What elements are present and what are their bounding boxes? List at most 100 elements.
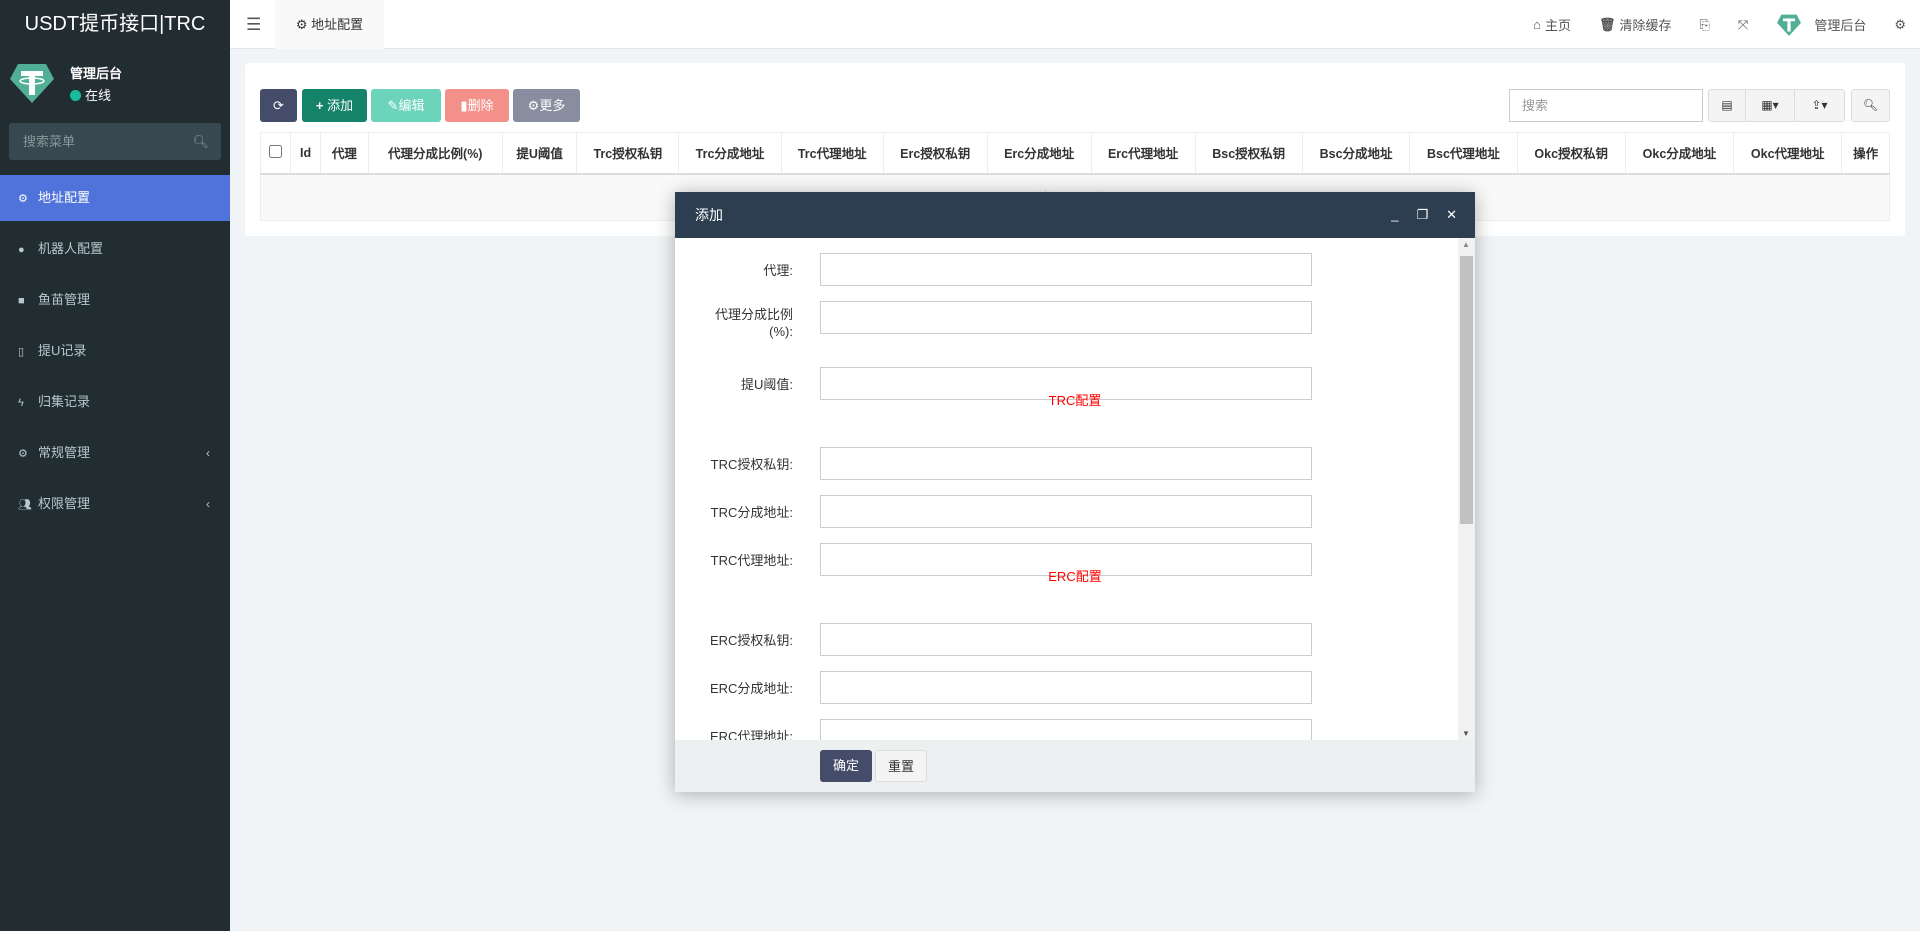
home-icon: ⌂ bbox=[1533, 17, 1541, 32]
tether-logo-icon bbox=[1777, 14, 1802, 36]
sidebar-item-label: 鱼苗管理 bbox=[38, 292, 91, 307]
sidebar-item-robot-config[interactable]: ● 机器人配置 bbox=[0, 226, 230, 272]
scroll-up-icon[interactable]: ▲ bbox=[1462, 240, 1470, 249]
column-header[interactable]: 代理分成比例(%) bbox=[367, 132, 503, 175]
sidebar: USDT提币接口|TRC 管理后台 在线 搜索菜单 🔍︎ ⚙ 地址配置 ● 机器人配置… bbox=[0, 0, 230, 931]
home-link[interactable]: ⌂ 主页 bbox=[1533, 15, 1571, 34]
field-input[interactable] bbox=[820, 367, 1312, 400]
online-dot-icon bbox=[70, 90, 81, 101]
column-header[interactable]: Erc分成地址 bbox=[986, 132, 1092, 175]
clear-cache-link[interactable]: 🗑︎ 清除缓存 bbox=[1599, 15, 1672, 34]
scrollbar-thumb[interactable] bbox=[1460, 256, 1473, 524]
dialog-title: 添加 bbox=[695, 207, 723, 223]
field-input[interactable] bbox=[820, 253, 1312, 286]
top-navbar: ☰ ⚙ 地址配置 ⌂ 主页 🗑︎ 清除缓存 ⎘ ⤧ 管理后台 ⚙ bbox=[230, 0, 1920, 49]
export-dropdown-icon[interactable]: ⇪▾ bbox=[1811, 98, 1828, 112]
column-header[interactable]: 代理 bbox=[320, 132, 369, 175]
users-icon: 👥︎ bbox=[18, 499, 32, 511]
dialog-scrollbar[interactable]: ▲ ▼ bbox=[1458, 238, 1475, 740]
more-label: 更多 bbox=[539, 98, 566, 113]
section-title: TRC配置 bbox=[1048, 393, 1102, 408]
dialog-body: 代理: 代理分成比例(%): 提U阈值: TRC配置 TRC授权私钥: TRC分成地址: T… bbox=[675, 238, 1475, 740]
menu-search-input[interactable]: 搜索菜单 🔍︎ bbox=[9, 123, 221, 160]
select-all-checkbox[interactable] bbox=[260, 132, 291, 175]
trash-icon: 🗑︎ bbox=[1598, 16, 1616, 32]
sidebar-item-permissions[interactable]: 👥︎ 权限管理 ‹ bbox=[0, 481, 230, 527]
column-header[interactable]: Erc代理地址 bbox=[1090, 132, 1196, 175]
field-label: 代理分成比例(%): bbox=[714, 307, 793, 339]
field-input[interactable] bbox=[820, 671, 1312, 704]
field-input[interactable] bbox=[820, 623, 1312, 656]
refresh-icon: ⟳ bbox=[273, 98, 284, 113]
menu-search-placeholder: 搜索菜单 bbox=[23, 134, 76, 149]
column-header[interactable]: Bsc授权私钥 bbox=[1194, 132, 1303, 175]
field-label: ERC分成地址: bbox=[709, 681, 793, 696]
close-icon[interactable]: ✕ bbox=[1446, 207, 1457, 222]
sidebar-item-withdraw-records[interactable]: ▯ 提U记录 bbox=[0, 328, 230, 374]
field-input[interactable] bbox=[820, 543, 1312, 576]
refresh-button[interactable]: ⟳ bbox=[260, 89, 297, 122]
home-label: 主页 bbox=[1544, 18, 1571, 33]
column-header[interactable]: Bsc分成地址 bbox=[1301, 132, 1411, 175]
trash-icon: ▮ bbox=[460, 98, 468, 113]
column-header[interactable]: Okc代理地址 bbox=[1733, 132, 1843, 175]
edit-button[interactable]: ✎编辑 bbox=[371, 89, 441, 122]
sidebar-item-collect-records[interactable]: ϟ 归集记录 bbox=[0, 379, 230, 425]
search-button[interactable]: 🔍︎ bbox=[1851, 89, 1890, 122]
columns-dropdown-icon[interactable]: ▦▾ bbox=[1746, 90, 1795, 121]
field-input[interactable] bbox=[820, 301, 1312, 334]
delete-label: 删除 bbox=[467, 98, 494, 113]
section-title: ERC配置 bbox=[1048, 569, 1102, 584]
delete-button[interactable]: ▮删除 bbox=[445, 89, 509, 122]
admin-menu[interactable]: 管理后台 bbox=[1776, 13, 1866, 37]
settings-cogs-icon[interactable]: ⚙ bbox=[1894, 16, 1906, 32]
tab-address-config[interactable]: ⚙ 地址配置 bbox=[275, 0, 384, 49]
column-header[interactable]: Trc代理地址 bbox=[780, 132, 884, 175]
field-label: 提U阈值: bbox=[740, 377, 793, 392]
gear-icon: ⚙ bbox=[18, 193, 28, 205]
gear-icon: ⚙ bbox=[527, 98, 540, 113]
field-label: TRC授权私钥: bbox=[710, 457, 793, 472]
add-button[interactable]: + 添加 bbox=[302, 89, 367, 122]
gear-icon: ⚙ bbox=[295, 17, 312, 32]
bolt-icon: ϟ bbox=[18, 397, 24, 409]
sidebar-item-label: 权限管理 bbox=[38, 496, 91, 511]
add-dialog: 添加 _ ❐ ✕ 代理: 代理分成比例(%): 提U阈值: TRC配置 TRC授权私钥: TR… bbox=[675, 192, 1475, 792]
search-icon[interactable]: 🔍︎ bbox=[192, 134, 209, 149]
sidebar-item-label: 提U记录 bbox=[38, 343, 87, 358]
language-icon[interactable]: ⎘ bbox=[1699, 16, 1710, 32]
dialog-footer: 确定 重置 bbox=[675, 740, 1475, 792]
sidebar-item-general[interactable]: ⚙ 常规管理 ‹ bbox=[0, 430, 230, 476]
admin-label: 管理后台 bbox=[1814, 18, 1867, 33]
table-search-input[interactable]: 搜索 bbox=[1509, 89, 1703, 122]
reset-button[interactable]: 重置 bbox=[875, 750, 927, 782]
user-name: 管理后台 bbox=[70, 66, 123, 81]
column-header[interactable]: 操作 bbox=[1841, 132, 1890, 175]
sidebar-item-label: 地址配置 bbox=[38, 190, 91, 205]
column-header[interactable]: 提U阈值 bbox=[501, 132, 578, 175]
fullscreen-icon[interactable]: ⤧ bbox=[1737, 16, 1749, 32]
column-header[interactable]: Erc授权私钥 bbox=[882, 132, 988, 175]
tether-avatar-icon bbox=[10, 64, 54, 103]
sidebar-item-address-config[interactable]: ⚙ 地址配置 bbox=[0, 175, 230, 221]
toggle-view-icon[interactable]: ▤ bbox=[1709, 90, 1746, 121]
column-header[interactable]: Id bbox=[289, 132, 322, 175]
confirm-button[interactable]: 确定 bbox=[820, 750, 872, 782]
menu-toggle-icon[interactable]: ☰ bbox=[246, 15, 262, 34]
minimize-icon[interactable]: _ bbox=[1391, 207, 1399, 222]
field-input[interactable] bbox=[820, 495, 1312, 528]
plus-icon: + bbox=[315, 98, 324, 113]
field-input[interactable] bbox=[820, 447, 1312, 480]
sidebar-item-fish-manage[interactable]: ■ 鱼苗管理 bbox=[0, 277, 230, 323]
column-header[interactable]: Bsc代理地址 bbox=[1409, 132, 1518, 175]
scroll-down-icon[interactable]: ▼ bbox=[1462, 729, 1470, 738]
app-title: USDT提币接口|TRC bbox=[0, 0, 230, 49]
search-icon: 🔍︎ bbox=[1862, 98, 1879, 112]
column-header[interactable]: Okc分成地址 bbox=[1624, 132, 1735, 175]
field-input[interactable] bbox=[820, 719, 1312, 740]
maximize-icon[interactable]: ❐ bbox=[1416, 207, 1429, 222]
sidebar-item-label: 机器人配置 bbox=[38, 241, 104, 256]
data-table: Id 代理 代理分成比例(%) 提U阈值 Trc授权私钥 Trc分成地址 Trc代理地址 Er… bbox=[260, 132, 1890, 221]
more-button[interactable]: ⚙更多 bbox=[513, 89, 580, 122]
user-panel: 管理后台 在线 bbox=[0, 49, 230, 119]
